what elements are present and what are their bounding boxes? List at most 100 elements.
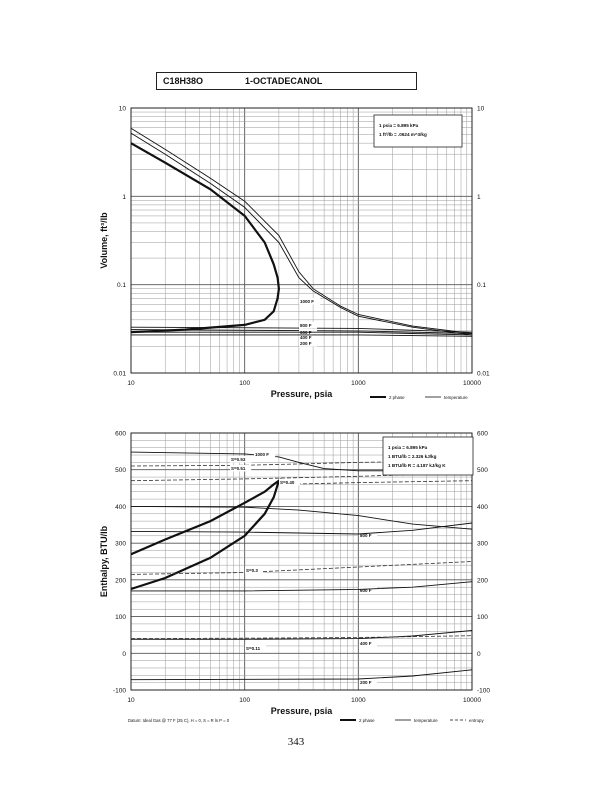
chart1-y-tick-label-right: 0.1 <box>477 282 486 289</box>
chart2-series-label-bg <box>359 532 377 539</box>
chart1-legend-label: 2 phase <box>389 395 405 400</box>
chart2-x-tick-label: 100 <box>239 697 250 704</box>
compound-name: 1-OCTADECANOL <box>245 76 323 86</box>
chart2-series-line <box>130 635 473 639</box>
chart1-series-label: 400 F <box>300 335 312 340</box>
chart2-series-line <box>278 480 473 485</box>
chart2-footnote: Datum: Ideal Gas @ 77 F (25 C), H = 0, S… <box>128 718 230 723</box>
chart1-legend-label: temperature <box>444 395 468 400</box>
chart2-y-tick-label-right: 0 <box>477 651 481 658</box>
chart2-y-tick-label-right: 500 <box>477 467 488 474</box>
chart2-legend-label: entropy <box>469 718 484 723</box>
chart1-series-line <box>131 331 473 336</box>
chart2-series-label-bg <box>279 479 301 486</box>
chart2-note-line: 1 BTU/lb = 2.326 kJ/kg <box>388 454 437 459</box>
chart1-series-line <box>130 326 473 333</box>
chart2-note-box <box>382 436 474 476</box>
chart1-note-box <box>373 114 463 148</box>
chart2-series-label: S=0.51 <box>231 466 246 471</box>
chart2-series-line <box>130 477 281 591</box>
chart1-series-line <box>131 334 473 337</box>
chart1-y-tick-label: 0.01 <box>113 371 126 378</box>
chart2-series-label: S=0.53 <box>231 457 246 462</box>
chart1-y-tick-label: 0.1 <box>117 282 126 289</box>
chart2-series-label: 1000 F <box>255 452 269 457</box>
chart2-series-label: S=0.3 <box>246 568 258 573</box>
chart1-series-label-bg <box>299 340 317 347</box>
chart2-series-label-bg <box>245 567 263 574</box>
chart2-note-line: 1 psia = 6.895 kPa <box>388 445 428 450</box>
chart2-series-label: S=0.11 <box>246 646 261 651</box>
chart2-series-label-bg <box>230 456 252 463</box>
chart1-x-axis-label: Pressure, psia <box>271 389 334 399</box>
chart1-y-tick-label-right: 10 <box>477 106 485 113</box>
chart2-series-label-bg <box>245 645 267 652</box>
chart1-x-tick-label: 1000 <box>351 380 366 387</box>
chart2-y-tick-label-right: 100 <box>477 614 488 621</box>
chart2-y-tick-label: 600 <box>115 431 126 438</box>
chart2-series-label: 800 F <box>360 533 372 538</box>
chart2-y-tick-label-right: 400 <box>477 504 488 511</box>
chart1-series-label: 1000 F <box>300 299 314 304</box>
chart2-y-tick-label: 100 <box>115 614 126 621</box>
chart2-y-tick-label: 300 <box>115 541 126 548</box>
chart1-y-axis-label: Volume, ft³/lb <box>99 212 109 269</box>
chart2-y-tick-label-right: -100 <box>477 688 490 695</box>
chart2-y-tick-label: 0 <box>122 651 126 658</box>
chart2-series-label-bg <box>359 679 377 686</box>
chart1-series-line <box>130 132 473 336</box>
chart2-note-line: 1 BTU/lb R = 4.187 kJ/kg K <box>388 463 446 468</box>
chart2-series-label-bg <box>359 587 377 594</box>
chart2-y-tick-label-right: 300 <box>477 541 488 548</box>
chart2-plot-frame <box>130 432 473 691</box>
chart1-plot-frame <box>130 107 473 374</box>
chart2-y-tick-label: 500 <box>115 467 126 474</box>
chart1-series-line <box>130 142 281 334</box>
compound-formula: C18H38O <box>163 76 204 86</box>
chart2-series-label: 600 F <box>360 588 372 593</box>
chart2-x-axis-label: Pressure, psia <box>271 706 334 716</box>
chart1-series-line <box>130 127 473 334</box>
chart2-series-label-bg <box>230 465 252 472</box>
chart1-x-tick-label: 10 <box>127 380 135 387</box>
chart2-series-label: S=0.40 <box>280 480 295 485</box>
chart2-y-tick-label: 400 <box>115 504 126 511</box>
chart2-series-label: 400 F <box>360 641 372 646</box>
chart2-legend-label: temperature <box>414 718 438 723</box>
chart1-series-line <box>130 329 473 334</box>
chart2-x-tick-label: 10000 <box>463 697 481 704</box>
chart2-series-line <box>130 505 473 530</box>
chart2-series-label-bg <box>359 640 377 647</box>
chart1-x-tick-label: 100 <box>239 380 250 387</box>
chart2-legend-label: 2 phase <box>359 718 375 723</box>
chart1-series-label: 800 F <box>300 323 312 328</box>
chart2-series-line <box>130 669 473 681</box>
chart2-y-tick-label: -100 <box>113 688 126 695</box>
chart2-y-axis-label: Enthalpy, BTU/lb <box>99 525 109 597</box>
chart2-series-label: 200 F <box>360 680 372 685</box>
chart1-y-tick-label-right: 1 <box>477 194 481 201</box>
chart2-series-line <box>131 581 473 592</box>
compound-title-box: C18H38O 1-OCTADECANOL <box>156 72 417 90</box>
chart2-series-line <box>130 561 473 575</box>
chart2-x-tick-label: 10 <box>127 697 135 704</box>
chart1-x-tick-label: 10000 <box>463 380 481 387</box>
chart1-series-label: 200 F <box>300 341 312 346</box>
chart2-series-label-bg <box>254 451 276 458</box>
chart1-series-label-bg <box>299 298 321 305</box>
chart2-y-tick-label-right: 600 <box>477 431 488 438</box>
chart1-y-tick-label: 1 <box>122 194 126 201</box>
chart1-note-line: 1 psia = 6.895 kPa <box>379 123 419 128</box>
page-number: 343 <box>287 736 305 748</box>
chart2-y-tick-label-right: 200 <box>477 577 488 584</box>
chart1-series-label-bg <box>299 322 317 329</box>
chart2-y-tick-label: 200 <box>115 577 126 584</box>
chart2-series-line <box>131 630 473 640</box>
chart2-series-line <box>130 522 473 535</box>
chart1-series-label-bg <box>299 334 317 341</box>
chart2-x-tick-label: 1000 <box>351 697 366 704</box>
chart1-y-tick-label: 10 <box>119 106 127 113</box>
chart1-y-tick-label-right: 0.01 <box>477 371 490 378</box>
chart1-note-line: 1 ft³/lb = .0624 m^3/kg <box>379 132 427 137</box>
